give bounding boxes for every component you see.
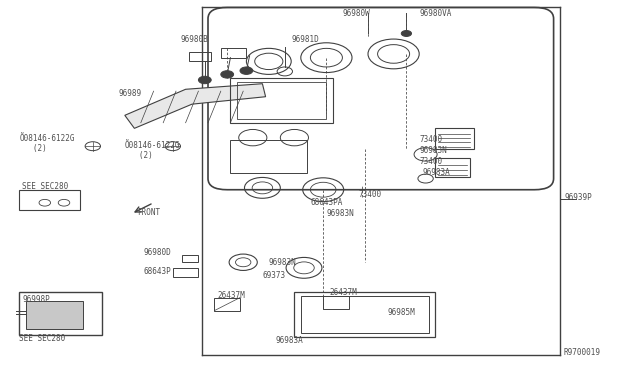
- Text: 73400: 73400: [419, 157, 442, 166]
- Text: 96998P: 96998P: [22, 295, 50, 304]
- Text: 96983A: 96983A: [275, 336, 303, 345]
- Bar: [173, 268, 198, 277]
- Bar: [19, 190, 80, 210]
- Text: 96981D: 96981D: [291, 35, 319, 44]
- Bar: [26, 301, 83, 329]
- Text: SEE SEC280: SEE SEC280: [22, 182, 68, 190]
- Text: 96983N: 96983N: [419, 146, 447, 155]
- Bar: [323, 296, 349, 309]
- Circle shape: [198, 76, 211, 84]
- Text: 96980W: 96980W: [342, 9, 370, 17]
- Text: Õ08146-6122G
   (2): Õ08146-6122G (2): [125, 141, 180, 160]
- Bar: [230, 78, 333, 123]
- Text: 96980VA: 96980VA: [419, 9, 452, 17]
- Text: 96983A: 96983A: [422, 169, 450, 177]
- Text: 69373: 69373: [262, 271, 285, 280]
- Text: 73400: 73400: [419, 135, 442, 144]
- Text: 68643P: 68643P: [144, 267, 172, 276]
- Text: 96985M: 96985M: [387, 308, 415, 317]
- Bar: [189, 52, 211, 61]
- Bar: [301, 296, 429, 333]
- Bar: [230, 140, 307, 173]
- Text: Õ08146-6122G
   (2): Õ08146-6122G (2): [19, 134, 75, 153]
- Bar: [182, 255, 198, 262]
- Bar: [237, 82, 326, 119]
- Bar: [435, 158, 470, 177]
- Text: 26437M: 26437M: [330, 288, 357, 296]
- Bar: [294, 292, 435, 337]
- Bar: [19, 292, 102, 335]
- Text: 96980B: 96980B: [180, 35, 208, 44]
- PathPatch shape: [125, 84, 266, 128]
- Text: R9700019: R9700019: [563, 348, 600, 357]
- Bar: [221, 48, 246, 58]
- Text: 26437M: 26437M: [218, 291, 245, 300]
- Bar: [214, 298, 240, 311]
- Text: 96980D: 96980D: [144, 248, 172, 257]
- Text: 73400: 73400: [358, 190, 381, 199]
- Circle shape: [221, 71, 234, 78]
- Text: FRONT: FRONT: [138, 208, 161, 217]
- Bar: [435, 128, 474, 149]
- Text: 96939P: 96939P: [564, 193, 592, 202]
- Circle shape: [401, 31, 412, 36]
- Text: 96983N: 96983N: [326, 209, 354, 218]
- Text: 68643PA: 68643PA: [310, 198, 343, 207]
- Text: SEE SEC280: SEE SEC280: [19, 334, 65, 343]
- Text: 96983N: 96983N: [269, 258, 296, 267]
- Circle shape: [240, 67, 253, 74]
- Text: 96989: 96989: [118, 89, 141, 97]
